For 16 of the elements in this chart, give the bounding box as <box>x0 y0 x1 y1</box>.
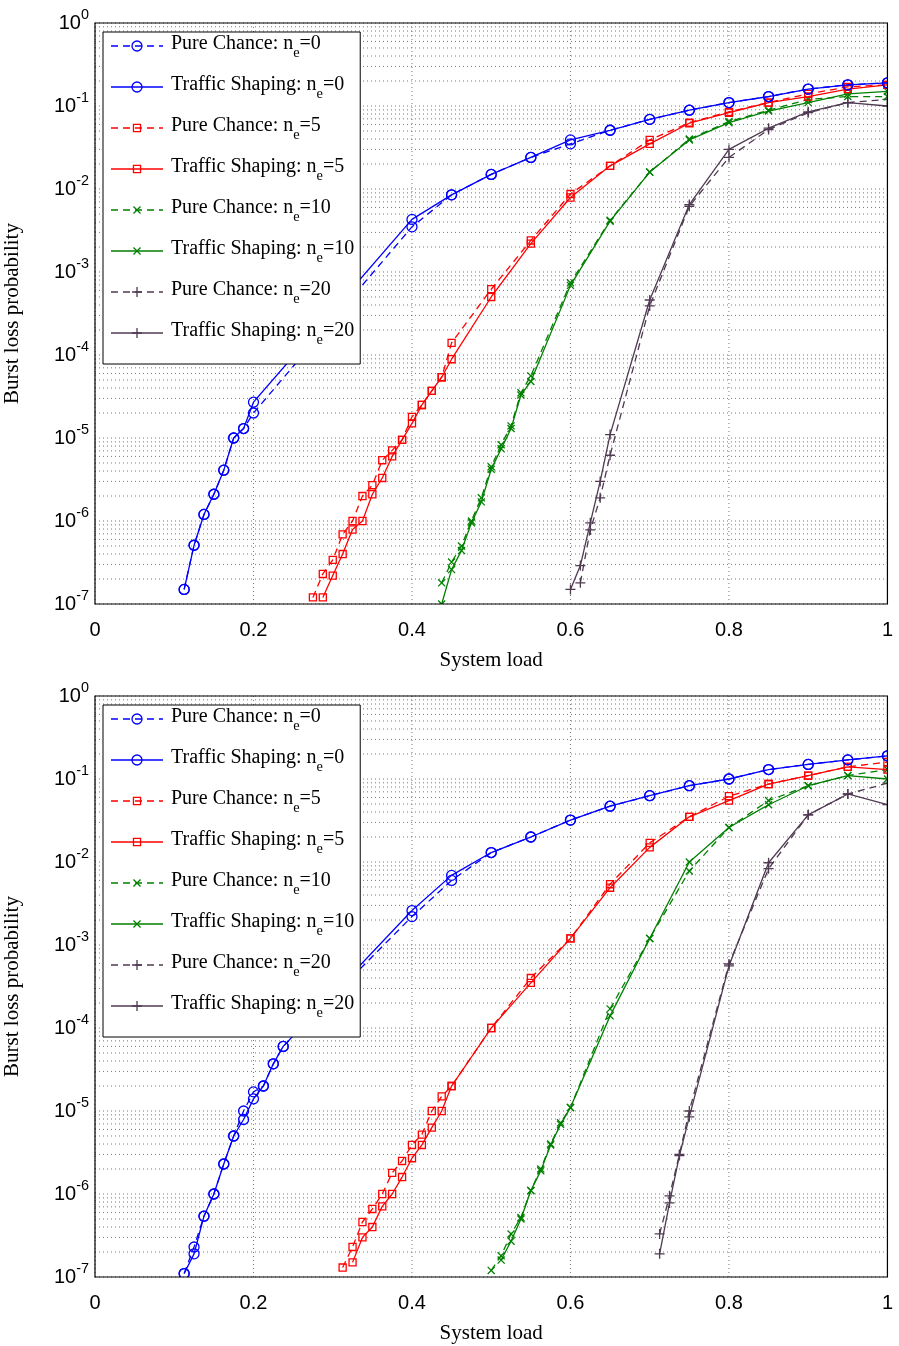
x-tick-label: 0.6 <box>556 617 585 640</box>
y-axis-title: Burst loss probability <box>0 222 24 404</box>
x-tick-label: 0.8 <box>715 1290 743 1313</box>
y-axis-title: Burst loss probability <box>0 895 24 1077</box>
x-tick-label: 0.4 <box>398 617 426 640</box>
x-tick-label: 1 <box>881 1290 893 1313</box>
x-tick-label: 0.8 <box>715 617 743 640</box>
x-tick-label: 0.2 <box>239 617 268 640</box>
x-tick-label: 0.2 <box>239 1290 268 1313</box>
x-axis-title: System load <box>439 646 544 671</box>
x-tick-label: 0 <box>89 1290 101 1313</box>
x-tick-label: 0.6 <box>556 1290 585 1313</box>
x-tick-label: 0.4 <box>398 1290 426 1313</box>
x-tick-label: 0 <box>89 617 101 640</box>
x-axis-title: System load <box>439 1319 544 1344</box>
x-tick-label: 1 <box>881 617 893 640</box>
